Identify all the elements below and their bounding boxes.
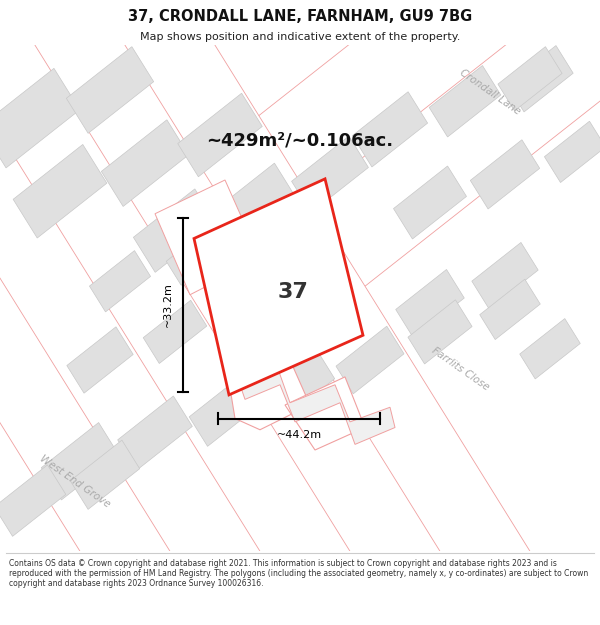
Polygon shape xyxy=(292,136,368,212)
Text: Contains OS data © Crown copyright and database right 2021. This information is : Contains OS data © Crown copyright and d… xyxy=(9,559,588,588)
Polygon shape xyxy=(0,0,510,625)
Polygon shape xyxy=(498,47,562,111)
Polygon shape xyxy=(70,440,140,509)
Polygon shape xyxy=(67,327,133,393)
Polygon shape xyxy=(408,300,472,364)
Polygon shape xyxy=(394,166,466,239)
Polygon shape xyxy=(0,0,240,625)
Text: 37, CRONDALL LANE, FARNHAM, GU9 7BG: 37, CRONDALL LANE, FARNHAM, GU9 7BG xyxy=(128,9,472,24)
Polygon shape xyxy=(133,189,217,272)
Polygon shape xyxy=(0,0,150,625)
Polygon shape xyxy=(336,326,404,394)
Polygon shape xyxy=(0,68,80,168)
Polygon shape xyxy=(225,225,330,340)
Polygon shape xyxy=(480,279,540,339)
Polygon shape xyxy=(143,300,207,364)
Polygon shape xyxy=(265,350,335,419)
Polygon shape xyxy=(13,144,107,238)
Text: 37: 37 xyxy=(277,282,308,302)
Polygon shape xyxy=(0,0,600,158)
Polygon shape xyxy=(544,121,600,182)
Polygon shape xyxy=(194,179,363,395)
Polygon shape xyxy=(0,0,600,281)
Polygon shape xyxy=(0,0,420,625)
Polygon shape xyxy=(215,163,295,242)
Polygon shape xyxy=(230,360,310,430)
Polygon shape xyxy=(67,47,154,133)
Polygon shape xyxy=(118,396,193,470)
Polygon shape xyxy=(240,369,395,444)
Polygon shape xyxy=(520,319,580,379)
Polygon shape xyxy=(396,269,464,338)
Polygon shape xyxy=(0,0,600,529)
Text: ~44.2m: ~44.2m xyxy=(277,430,322,440)
Text: Farrlits Close: Farrlits Close xyxy=(430,346,491,392)
Polygon shape xyxy=(0,0,60,625)
Polygon shape xyxy=(0,465,66,536)
Text: Map shows position and indicative extent of the property.: Map shows position and indicative extent… xyxy=(140,31,460,41)
Text: ~429m²/~0.106ac.: ~429m²/~0.106ac. xyxy=(206,132,394,149)
Polygon shape xyxy=(0,0,600,405)
Polygon shape xyxy=(285,377,365,450)
Polygon shape xyxy=(89,251,151,312)
Text: Crondall Lane: Crondall Lane xyxy=(458,68,522,117)
Polygon shape xyxy=(41,422,119,500)
Polygon shape xyxy=(189,375,261,446)
Polygon shape xyxy=(0,0,330,625)
Polygon shape xyxy=(14,0,600,625)
Text: West End Grove: West End Grove xyxy=(38,454,112,509)
Text: ~33.2m: ~33.2m xyxy=(163,282,173,328)
Polygon shape xyxy=(472,242,538,309)
Polygon shape xyxy=(507,46,573,112)
Polygon shape xyxy=(101,120,188,206)
Polygon shape xyxy=(166,228,224,285)
Polygon shape xyxy=(429,66,501,137)
Polygon shape xyxy=(178,93,262,177)
Polygon shape xyxy=(352,92,428,167)
Polygon shape xyxy=(155,180,260,295)
Polygon shape xyxy=(470,140,539,209)
